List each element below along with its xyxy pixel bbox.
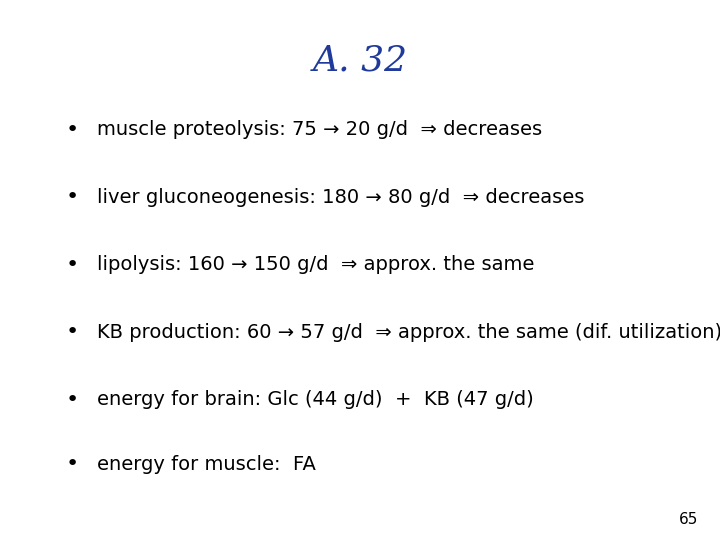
Text: energy for muscle:  FA: energy for muscle: FA	[97, 455, 316, 474]
Text: •: •	[66, 322, 78, 342]
Text: liver gluconeogenesis: 180 → 80 g/d  ⇒ decreases: liver gluconeogenesis: 180 → 80 g/d ⇒ de…	[97, 187, 585, 207]
Text: A. 32: A. 32	[312, 43, 408, 77]
Text: 65: 65	[679, 511, 698, 526]
Text: muscle proteolysis: 75 → 20 g/d  ⇒ decreases: muscle proteolysis: 75 → 20 g/d ⇒ decrea…	[97, 120, 542, 139]
Text: KB production: 60 → 57 g/d  ⇒ approx. the same (dif. utilization): KB production: 60 → 57 g/d ⇒ approx. the…	[97, 322, 720, 342]
Text: •: •	[66, 254, 78, 275]
Text: •: •	[66, 454, 78, 475]
Text: •: •	[66, 389, 78, 410]
Text: lipolysis: 160 → 150 g/d  ⇒ approx. the same: lipolysis: 160 → 150 g/d ⇒ approx. the s…	[97, 255, 534, 274]
Text: energy for brain: Glc (44 g/d)  +  KB (47 g/d): energy for brain: Glc (44 g/d) + KB (47 …	[97, 390, 534, 409]
Text: •: •	[66, 119, 78, 140]
Text: •: •	[66, 187, 78, 207]
